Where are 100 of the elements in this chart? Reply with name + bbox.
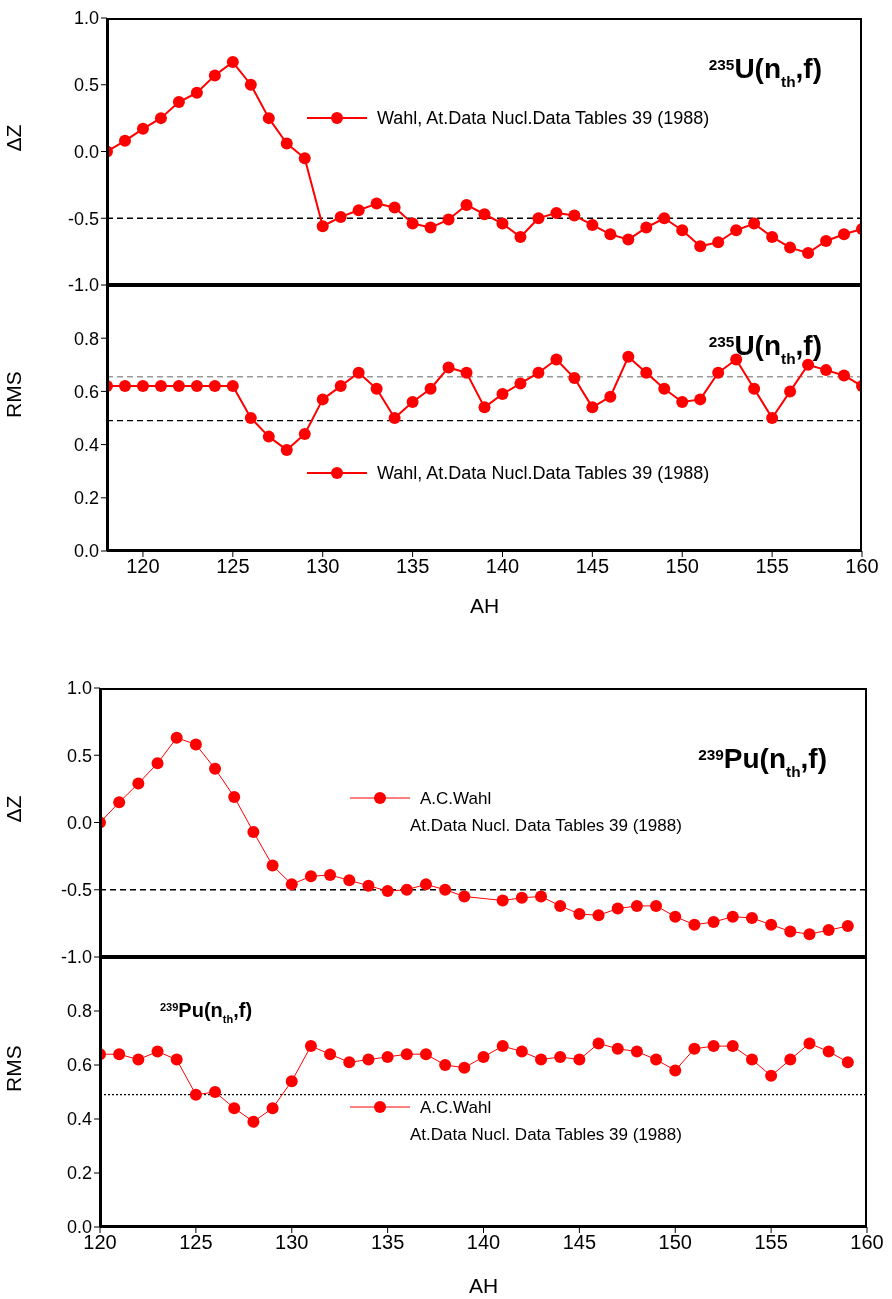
x-axis-title: AH <box>468 1274 499 1297</box>
point <box>640 221 653 234</box>
point <box>190 86 203 99</box>
point <box>676 396 689 409</box>
point <box>554 1050 567 1063</box>
point <box>316 220 329 233</box>
point <box>170 1053 183 1066</box>
text: $^{235}$U(n$_{th}$,f) <box>708 53 822 90</box>
y-tick-label: 0.4 <box>66 1109 92 1130</box>
point <box>298 152 311 165</box>
point <box>748 217 761 230</box>
point <box>766 230 779 243</box>
point <box>604 390 617 403</box>
point <box>343 874 356 887</box>
point <box>247 825 260 838</box>
point <box>630 1045 643 1058</box>
point <box>458 890 471 903</box>
point <box>334 380 347 393</box>
y-tick-label: 0.2 <box>66 1163 92 1184</box>
x-tick-label: 140 <box>485 555 520 578</box>
point <box>726 1040 739 1053</box>
point <box>266 859 279 872</box>
y-axis-title: ΔZ <box>2 795 26 823</box>
point <box>803 1037 816 1050</box>
point <box>439 1059 452 1071</box>
point <box>190 380 203 393</box>
point <box>226 56 239 69</box>
point <box>132 1053 145 1066</box>
point <box>712 236 725 249</box>
y-tick-label: 0.0 <box>73 541 99 562</box>
point <box>622 233 635 246</box>
point <box>586 218 599 231</box>
point <box>745 912 758 924</box>
point <box>730 224 743 237</box>
point <box>568 372 581 385</box>
point <box>676 224 689 237</box>
x-tick-label: 120 <box>126 555 160 578</box>
point <box>622 350 635 363</box>
point <box>244 78 257 91</box>
point <box>640 366 653 379</box>
point <box>822 1045 835 1058</box>
x-tick-label: 130 <box>306 555 340 578</box>
x-tick-label: 145 <box>575 555 610 578</box>
y-tick-label: 0.6 <box>66 1055 92 1076</box>
text: $^{239}$Pu(n$_{th}$,f) <box>698 743 827 780</box>
point <box>802 246 815 259</box>
point <box>370 382 383 395</box>
point <box>298 427 311 440</box>
point <box>658 212 671 225</box>
y-tick-label: 0.8 <box>73 328 99 349</box>
point <box>592 1037 605 1050</box>
x-tick-label: 135 <box>370 1231 405 1254</box>
point <box>496 1040 509 1053</box>
point <box>439 883 452 896</box>
y-tick-label: -1.0 <box>60 947 92 968</box>
y-tick-label: 0.0 <box>73 141 99 162</box>
point <box>208 380 221 393</box>
point <box>266 1102 279 1115</box>
point <box>688 1042 701 1055</box>
point <box>630 899 643 912</box>
point <box>262 112 275 125</box>
y-tick-label: -0.5 <box>60 880 92 901</box>
legend-label: Wahl, At.Data Nucl.Data Tables 39 (1988) <box>377 108 710 128</box>
point <box>784 925 797 938</box>
point <box>514 230 527 243</box>
point <box>189 1088 202 1101</box>
y-tick-label: 0.2 <box>73 488 99 509</box>
point <box>419 1048 432 1061</box>
point <box>285 1075 298 1088</box>
point <box>841 1056 854 1069</box>
y-tick-label: 0.0 <box>66 812 92 833</box>
point <box>765 918 778 931</box>
point <box>324 1048 337 1061</box>
point <box>343 1056 356 1069</box>
point <box>304 870 317 883</box>
point <box>550 206 563 219</box>
point <box>424 221 437 234</box>
text: $^{235}$U(n$_{th}$,f) <box>708 330 822 367</box>
point <box>669 1064 682 1077</box>
point <box>669 910 682 923</box>
point <box>658 382 671 395</box>
x-tick-label: 160 <box>850 1231 884 1254</box>
x-tick-label: 145 <box>562 1231 597 1254</box>
point <box>442 361 455 374</box>
point <box>573 907 586 920</box>
x-tick-label: 150 <box>658 1231 692 1254</box>
x-tick-label: 125 <box>179 1231 213 1254</box>
point <box>748 382 761 395</box>
point <box>189 738 202 751</box>
point <box>324 868 337 881</box>
point <box>419 878 432 891</box>
point <box>726 910 739 923</box>
point <box>400 1048 413 1061</box>
point <box>611 902 624 915</box>
point <box>532 212 545 225</box>
y-axis-title: ΔZ <box>2 124 26 152</box>
point <box>694 393 707 406</box>
point <box>381 885 394 898</box>
point <box>118 134 131 147</box>
y-tick-label: 1.0 <box>66 678 92 699</box>
